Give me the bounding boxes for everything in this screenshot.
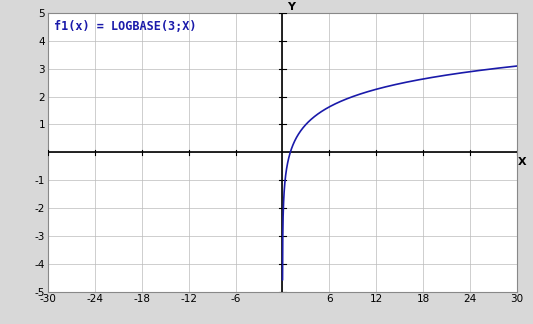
Text: Y: Y bbox=[287, 2, 295, 12]
Text: X: X bbox=[518, 157, 527, 167]
Text: f1(x) = LOGBASE(3;X): f1(x) = LOGBASE(3;X) bbox=[54, 20, 197, 33]
